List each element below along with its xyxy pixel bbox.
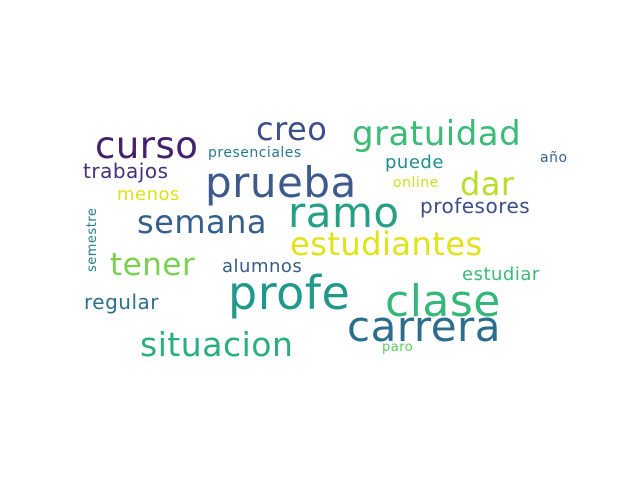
word-curso: curso xyxy=(95,124,199,167)
word-dar: dar xyxy=(460,165,515,203)
word-trabajos: trabajos xyxy=(83,159,169,183)
word-profe: profe xyxy=(228,266,351,320)
word-estudiar: estudiar xyxy=(462,264,540,285)
word-semana: semana xyxy=(137,203,268,241)
word-situacion: situacion xyxy=(140,325,294,364)
word-estudiantes: estudiantes xyxy=(290,225,483,263)
word-presenciales: presenciales xyxy=(208,145,302,161)
word-alumnos: alumnos xyxy=(222,256,303,277)
word-clase: clase xyxy=(385,276,501,327)
word-online: online xyxy=(393,175,439,191)
word-paro: paro xyxy=(382,340,414,355)
word-carrera: carrera xyxy=(347,302,502,351)
word-gratuidad: gratuidad xyxy=(352,114,522,154)
word-semestre: semestre xyxy=(85,207,100,272)
word-tener: tener xyxy=(110,247,196,283)
word-ramo: ramo xyxy=(288,188,400,237)
word-regular: regular xyxy=(84,290,159,314)
word-puede: puede xyxy=(385,152,444,173)
word-profesores: profesores xyxy=(420,194,531,218)
word-prueba: prueba xyxy=(205,158,357,207)
word-creo: creo xyxy=(256,110,328,148)
word-menos: menos xyxy=(117,184,180,205)
word-año: año xyxy=(540,150,568,166)
